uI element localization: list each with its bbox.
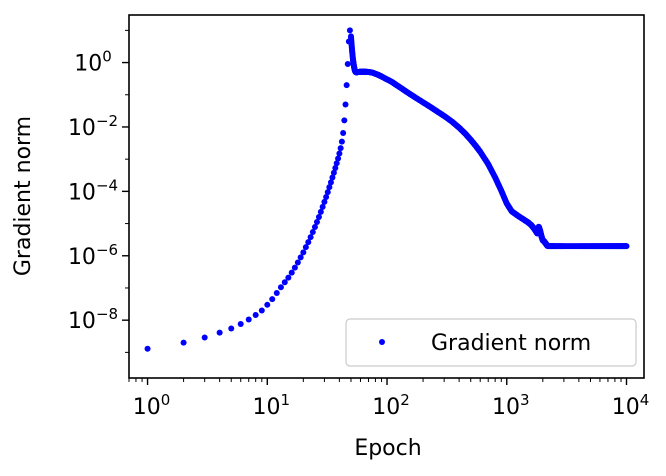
legend-marker: [379, 339, 385, 345]
axis-ticks: 100 101 102 103 104 100 10−2 10−4 10−6 10−8: [68, 29, 650, 420]
data-point: [300, 249, 307, 256]
y-axis-label: Gradient norm: [11, 116, 36, 276]
data-point: [330, 169, 337, 176]
data-point: [228, 325, 235, 332]
plot-background: [129, 15, 644, 378]
data-point: [342, 101, 349, 108]
legend-box: [345, 318, 637, 367]
data-point: [326, 184, 333, 191]
legend-label: Gradient norm: [431, 331, 591, 356]
data-point: [180, 339, 187, 346]
data-point: [201, 334, 208, 341]
data-point: [346, 27, 353, 34]
y-tick-label: 10−2: [68, 112, 118, 141]
data-point: [309, 229, 316, 236]
x-axis-label: Epoch: [354, 436, 421, 461]
y-tick-label: 10−4: [68, 176, 118, 205]
data-point: [333, 160, 340, 167]
plot-frame: [128, 14, 645, 379]
data-point: [327, 179, 334, 186]
x-tick-label: 104: [612, 391, 650, 420]
legend: Gradient norm: [345, 318, 637, 367]
data-point: [258, 307, 265, 314]
data-point: [294, 259, 301, 266]
data-point: [285, 274, 292, 281]
data-point: [317, 208, 324, 215]
data-point: [273, 289, 280, 296]
data-point: [341, 117, 348, 124]
data-point: [332, 165, 339, 172]
data-point: [291, 264, 298, 271]
data-point: [269, 296, 276, 303]
data-point: [281, 279, 288, 286]
data-point: [307, 234, 314, 241]
x-tick-label: 103: [492, 391, 530, 420]
data-point: [329, 174, 336, 181]
data-point: [323, 193, 330, 200]
x-tick-label: 101: [253, 391, 291, 420]
data-point: [311, 224, 318, 231]
data-point: [340, 129, 347, 136]
data-point: [315, 214, 322, 220]
data-point: [336, 150, 343, 157]
data-point: [302, 244, 309, 251]
data-point: [216, 329, 223, 336]
x-tick-label: 100: [133, 391, 171, 420]
data-point: [144, 345, 151, 352]
x-tick-label: 102: [372, 391, 410, 420]
data-point: [313, 218, 320, 225]
data-point: [335, 155, 342, 162]
data-point: [337, 145, 344, 152]
data-point: [319, 203, 326, 210]
y-tick-label: 10−8: [68, 305, 118, 334]
data-point: [324, 189, 331, 196]
data-point: [264, 301, 271, 308]
data-point: [288, 269, 295, 276]
data-point: [277, 284, 284, 291]
data-point: [305, 239, 312, 246]
data-point: [252, 311, 259, 318]
data-point: [321, 198, 328, 205]
data-point: [297, 254, 304, 261]
data-point: [338, 138, 345, 145]
data-point: [343, 82, 350, 89]
data-point: [623, 243, 630, 250]
y-tick-label: 10−6: [68, 241, 118, 270]
data-point: [237, 321, 244, 328]
data-points: [144, 27, 630, 352]
data-point: [344, 61, 351, 68]
data-point: [245, 316, 252, 323]
y-tick-label: 100: [74, 48, 112, 77]
